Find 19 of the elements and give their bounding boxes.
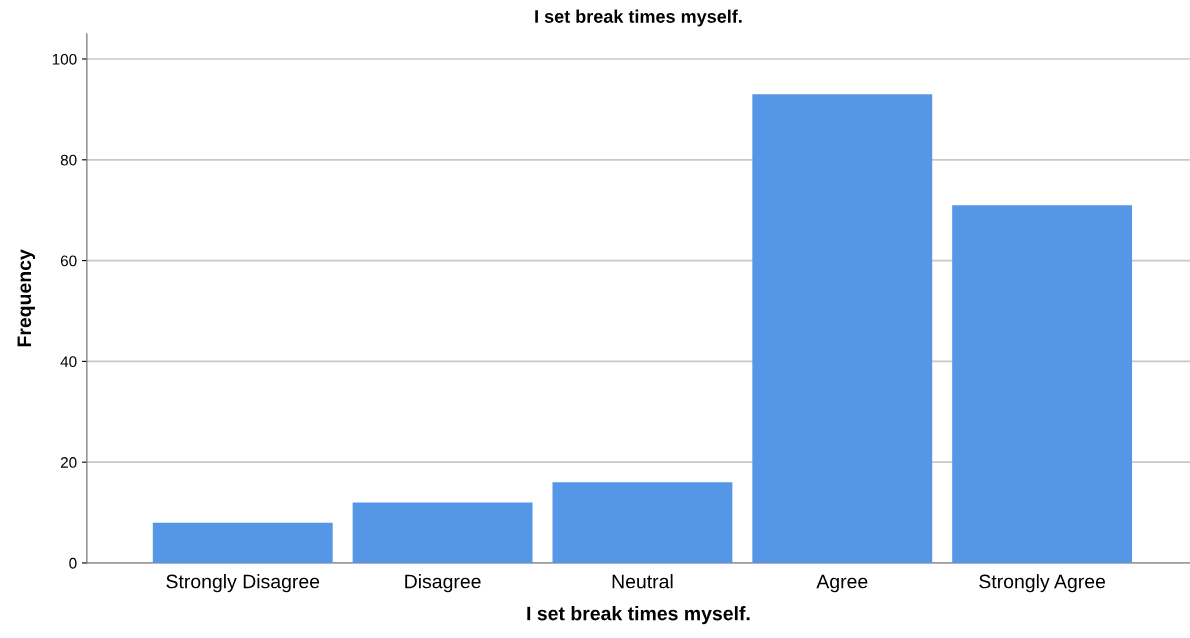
y-tick-label: 100 (52, 53, 77, 65)
bar (752, 94, 933, 563)
x-axis-title: I set break times myself. (527, 606, 750, 625)
bar (152, 522, 333, 563)
y-tick-label: 20 (60, 457, 77, 468)
x-tick-label: Neutral (612, 574, 673, 589)
y-tick-label: 60 (60, 255, 77, 267)
y-tick-label: 40 (60, 356, 77, 368)
chart-title: I set break times myself. (535, 9, 742, 27)
x-tick-label: Disagree (405, 574, 481, 593)
y-axis-title: Frequency (17, 249, 35, 347)
y-tick-label: 0 (69, 557, 77, 569)
x-tick-label: Strongly Disagree (166, 574, 320, 593)
x-tick-label: Agree (816, 574, 868, 593)
bar (352, 502, 533, 563)
bar (552, 482, 733, 563)
x-tick-label: Strongly Agree (979, 574, 1106, 593)
y-tick-label: 80 (60, 154, 77, 166)
bar (952, 205, 1133, 563)
